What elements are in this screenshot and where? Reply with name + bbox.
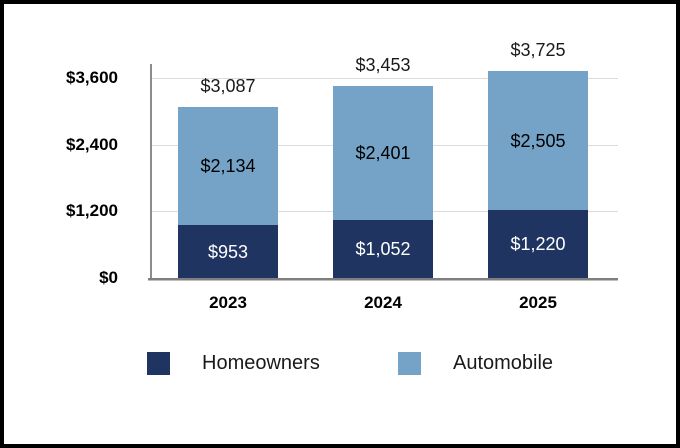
bar-total-label-2025: $3,725 xyxy=(510,40,566,60)
bar-segment-homeowners-2025: $1,220 xyxy=(488,210,588,278)
gridline-3600 xyxy=(150,78,618,79)
legend-label-homeowners: Homeowners xyxy=(202,351,320,374)
legend-item-homeowners: Homeowners xyxy=(147,351,320,375)
bar-value-label-homeowners-2023: $953 xyxy=(207,241,249,262)
legend-swatch-homeowners xyxy=(147,351,170,375)
bar-segment-automobile-2025: $2,505 xyxy=(488,71,588,210)
x-axis-category-label-2023: 2023 xyxy=(209,293,247,312)
bar-segment-automobile-2023: $2,134 xyxy=(178,107,278,225)
bar-value-label-automobile-2023: $2,134 xyxy=(200,156,256,176)
bar-segment-homeowners-2024: $1,052 xyxy=(333,220,433,278)
legend-swatch-automobile xyxy=(398,351,421,375)
y-axis-line xyxy=(150,64,152,280)
bar-value-label-automobile-2024: $2,401 xyxy=(355,143,411,163)
bar-value-label-homeowners-2025: $1,220 xyxy=(510,234,566,254)
bar-total-label-2024: $3,453 xyxy=(355,55,411,75)
stacked-bar-chart: $0 $1,200 $2,400 $3,600 $953 $2,134 $3,087 2023… xyxy=(4,4,676,444)
bar-segment-automobile-2024: $2,401 xyxy=(333,86,433,220)
bar-value-label-homeowners-2024: $1,052 xyxy=(355,239,411,259)
y-axis-tick-label-2400: $2,400 xyxy=(66,135,118,154)
legend-item-automobile: Automobile xyxy=(398,351,553,375)
legend-label-automobile: Automobile xyxy=(453,351,554,374)
x-axis-line xyxy=(148,278,618,281)
y-axis-tick-label-0: $0 xyxy=(99,268,118,287)
x-axis-category-label-2025: 2025 xyxy=(519,293,557,312)
y-axis-tick-label-3600: $3,600 xyxy=(66,68,118,87)
bar-segment-homeowners-2023: $953 xyxy=(178,225,278,278)
bar-total-label-2023: $3,087 xyxy=(200,76,256,96)
bar-value-label-automobile-2025: $2,505 xyxy=(510,130,566,151)
y-axis-tick-label-1200: $1,200 xyxy=(66,201,118,220)
x-axis-category-label-2024: 2024 xyxy=(364,293,402,312)
